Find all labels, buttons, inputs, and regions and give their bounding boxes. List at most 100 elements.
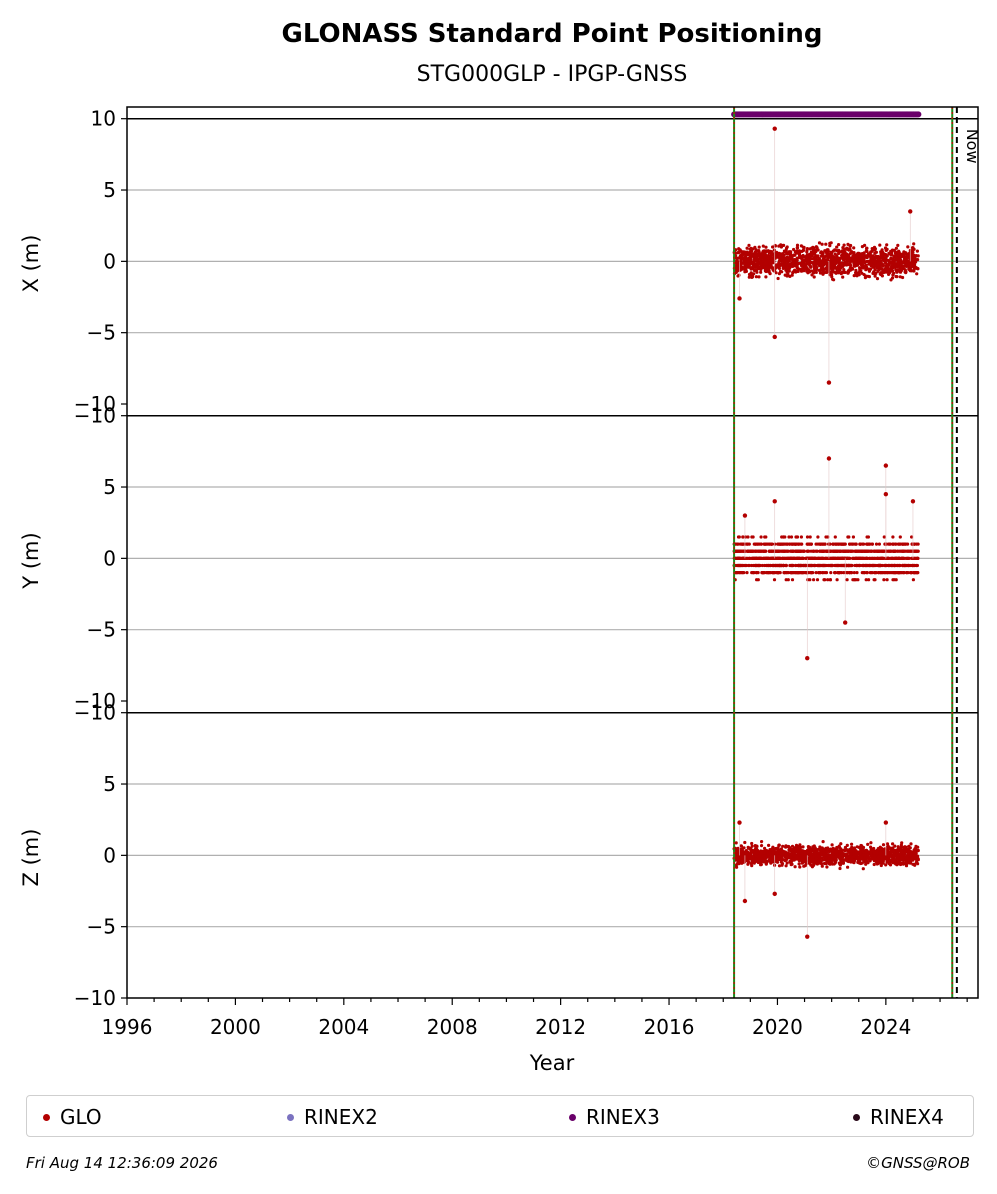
glo-point bbox=[913, 259, 917, 263]
y-tick-label: 10 bbox=[91, 107, 116, 131]
glo-point bbox=[810, 865, 815, 869]
glo-point bbox=[786, 252, 790, 256]
glo-point bbox=[848, 247, 852, 252]
glo-point bbox=[906, 245, 910, 249]
glo-point bbox=[805, 247, 810, 251]
glo-point bbox=[754, 542, 758, 546]
glo-point bbox=[842, 268, 846, 272]
glo-point bbox=[833, 535, 837, 539]
glo-point bbox=[914, 860, 919, 864]
glo-point bbox=[784, 578, 788, 582]
glo-point bbox=[801, 556, 805, 561]
glo-point bbox=[768, 852, 772, 856]
glo-point bbox=[759, 535, 763, 539]
glo-point bbox=[741, 535, 745, 539]
glo-point bbox=[830, 257, 834, 261]
glo-point bbox=[887, 846, 891, 850]
glo-point bbox=[897, 571, 901, 575]
glo-point bbox=[898, 535, 902, 539]
glo-point bbox=[775, 263, 779, 268]
glo-point bbox=[757, 855, 761, 859]
glo-point bbox=[856, 257, 860, 262]
glo-point bbox=[909, 265, 913, 269]
glo-point bbox=[865, 246, 869, 250]
glo-point bbox=[863, 860, 867, 864]
glo-point bbox=[883, 542, 888, 546]
glo-point bbox=[898, 275, 902, 279]
glo-point bbox=[810, 269, 814, 273]
glo-point bbox=[906, 549, 910, 553]
glo-point bbox=[805, 852, 810, 857]
glo-point bbox=[741, 542, 745, 546]
glo-point bbox=[796, 556, 800, 561]
glo-point bbox=[855, 255, 859, 259]
glo-point bbox=[908, 861, 912, 865]
glo-point bbox=[872, 270, 876, 274]
glo-point bbox=[837, 243, 841, 247]
glo-point bbox=[761, 244, 765, 248]
glo-point bbox=[905, 571, 909, 575]
glo-point bbox=[873, 571, 877, 575]
glo-point bbox=[861, 258, 865, 262]
glo-point bbox=[830, 556, 835, 561]
glo-point bbox=[877, 542, 882, 546]
glo-point bbox=[807, 259, 812, 263]
glo-point bbox=[860, 245, 865, 249]
glo-point bbox=[833, 571, 837, 575]
glo-point bbox=[734, 264, 738, 268]
glo-point bbox=[816, 255, 820, 259]
glo-point bbox=[882, 578, 886, 582]
glo-point bbox=[746, 862, 750, 866]
glo-point bbox=[835, 846, 839, 850]
glo-point bbox=[861, 850, 865, 854]
glo-point bbox=[851, 556, 855, 561]
glo-point bbox=[818, 259, 822, 263]
glo-point bbox=[796, 852, 800, 856]
glo-point bbox=[833, 549, 838, 553]
glo-point bbox=[849, 852, 853, 856]
glo-point bbox=[865, 549, 869, 553]
glo-point bbox=[777, 244, 781, 248]
glo-point bbox=[845, 852, 849, 856]
glo-point bbox=[751, 275, 755, 279]
glo-point bbox=[814, 571, 818, 575]
glo-point bbox=[784, 258, 788, 262]
glo-point bbox=[795, 269, 799, 273]
glo-point bbox=[749, 271, 753, 275]
glo-point bbox=[873, 248, 877, 252]
glo-point bbox=[821, 260, 826, 264]
glo-point bbox=[824, 251, 829, 255]
glo-point bbox=[843, 270, 847, 274]
glo-point bbox=[795, 535, 799, 539]
glo-point bbox=[789, 563, 794, 568]
glo-point bbox=[790, 542, 794, 546]
glo-point bbox=[747, 264, 751, 268]
glo-point bbox=[893, 844, 897, 848]
glo-point bbox=[788, 860, 793, 865]
glo-point bbox=[849, 263, 853, 267]
glo-point bbox=[852, 274, 856, 278]
glo-point bbox=[734, 852, 738, 856]
glo-point bbox=[881, 848, 885, 852]
glo-point bbox=[853, 259, 857, 263]
glo-point bbox=[751, 535, 755, 539]
glo-point bbox=[776, 854, 780, 858]
glo-point bbox=[755, 571, 759, 575]
glo-point bbox=[760, 840, 764, 844]
glo-point bbox=[892, 261, 897, 265]
glo-point bbox=[813, 853, 817, 858]
glo-point bbox=[908, 857, 913, 862]
glo-point bbox=[813, 251, 817, 255]
legend-label-rinex4: RINEX4 bbox=[870, 1105, 944, 1129]
glo-point bbox=[754, 248, 758, 252]
glo-point bbox=[848, 563, 852, 568]
glo-point bbox=[849, 267, 853, 271]
glo-point bbox=[740, 250, 745, 254]
glo-point bbox=[783, 535, 787, 539]
glo-point bbox=[824, 862, 828, 866]
glo-point bbox=[826, 264, 831, 268]
glo-point bbox=[788, 274, 792, 278]
glo-point bbox=[903, 542, 907, 546]
glo-point bbox=[755, 270, 759, 274]
glo-point bbox=[805, 253, 809, 257]
